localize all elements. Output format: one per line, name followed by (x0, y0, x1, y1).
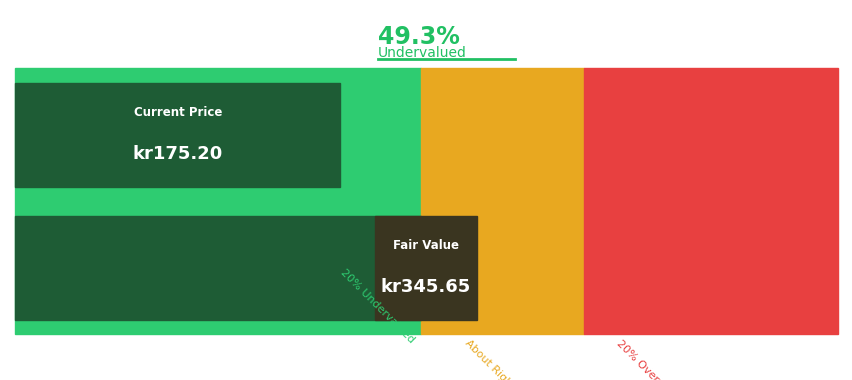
Text: kr345.65: kr345.65 (380, 277, 470, 296)
Text: 20% Overvalued: 20% Overvalued (614, 338, 687, 380)
Text: 49.3%: 49.3% (377, 25, 459, 49)
Bar (15, 83, 340, 187)
Bar (15, 68, 420, 334)
Text: About Right: About Right (462, 338, 515, 380)
Text: kr175.20: kr175.20 (132, 144, 222, 163)
Bar (15, 216, 420, 320)
Text: Fair Value: Fair Value (393, 239, 458, 252)
Text: Current Price: Current Price (134, 106, 222, 119)
Bar (583, 68, 837, 334)
Bar (420, 68, 583, 334)
Bar (374, 216, 476, 320)
Text: 20% Undervalued: 20% Undervalued (338, 268, 416, 345)
Text: Undervalued: Undervalued (377, 46, 466, 60)
